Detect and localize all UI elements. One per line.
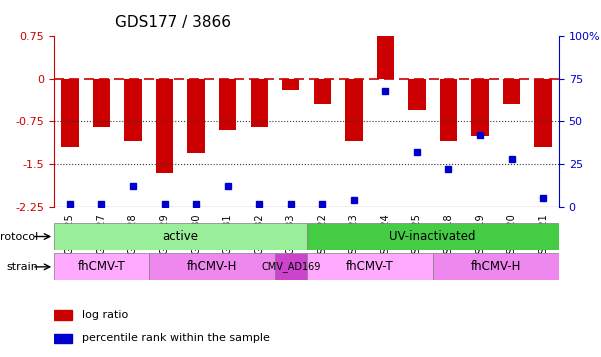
Text: percentile rank within the sample: percentile rank within the sample (82, 333, 270, 343)
Text: fhCMV-T: fhCMV-T (78, 260, 125, 273)
FancyBboxPatch shape (307, 223, 559, 250)
Text: CMV_AD169: CMV_AD169 (261, 261, 320, 272)
Bar (251, 79, 268, 127)
Text: UV-inactivated: UV-inactivated (389, 230, 476, 243)
Bar (282, 79, 299, 90)
Bar (377, 36, 394, 79)
Bar (471, 79, 489, 136)
Bar (534, 79, 552, 147)
FancyBboxPatch shape (54, 253, 149, 280)
Bar (345, 79, 362, 141)
Bar (54, 333, 72, 343)
Bar (503, 79, 520, 104)
Text: active: active (162, 230, 198, 243)
Text: strain: strain (7, 262, 38, 272)
Text: GDS177 / 3866: GDS177 / 3866 (115, 15, 231, 30)
FancyBboxPatch shape (433, 253, 559, 280)
Bar (188, 79, 205, 153)
Text: protocol: protocol (0, 231, 38, 242)
Bar (156, 79, 173, 173)
Text: fhCMV-H: fhCMV-H (187, 260, 237, 273)
Text: fhCMV-H: fhCMV-H (471, 260, 521, 273)
Text: fhCMV-T: fhCMV-T (346, 260, 394, 273)
Bar (61, 79, 79, 147)
FancyBboxPatch shape (275, 253, 307, 280)
Bar (314, 79, 331, 104)
Bar (219, 79, 236, 130)
Bar (54, 310, 72, 320)
Bar (440, 79, 457, 141)
FancyBboxPatch shape (54, 223, 307, 250)
Bar (408, 79, 426, 110)
Bar (93, 79, 110, 127)
FancyBboxPatch shape (307, 253, 433, 280)
FancyBboxPatch shape (149, 253, 275, 280)
Bar (124, 79, 142, 141)
Text: log ratio: log ratio (82, 310, 128, 320)
